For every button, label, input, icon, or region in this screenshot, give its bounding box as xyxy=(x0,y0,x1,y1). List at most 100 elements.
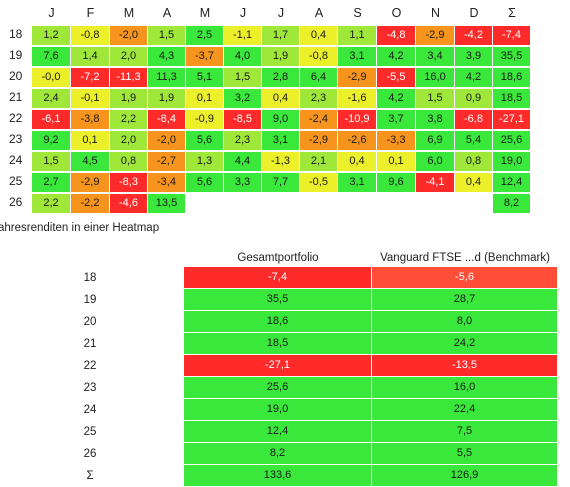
month-return-cell: 7,7 xyxy=(262,173,300,193)
month-return-cell: 4,5 xyxy=(71,152,110,172)
month-return-cell: 1,9 xyxy=(148,89,186,109)
month-return-cell: -2,0 xyxy=(110,26,148,46)
month-return-cell: 6,9 xyxy=(416,131,455,151)
yearly-return-cell: 19,0 xyxy=(184,399,372,421)
month-return-cell: -0,0 xyxy=(32,68,71,88)
month-return-cell: 16,0 xyxy=(416,68,455,88)
month-return-cell: -1,1 xyxy=(224,26,262,46)
month-return-cell: 0,9 xyxy=(455,89,493,109)
month-header-7: A xyxy=(314,6,324,20)
year-total-cell: 18,5 xyxy=(493,89,531,109)
month-return-cell: -3,3 xyxy=(377,131,416,151)
month-header-10: N xyxy=(430,6,441,20)
month-return-cell: -2,0 xyxy=(148,131,186,151)
month-return-cell: 11,3 xyxy=(148,68,186,88)
month-return-cell: -0,8 xyxy=(300,47,338,67)
month-return-cell: -4,6 xyxy=(110,194,148,214)
month-return-cell: -7,2 xyxy=(71,68,110,88)
yearly-return-cell: -7,4 xyxy=(184,267,372,289)
month-return-cell: 2,4 xyxy=(32,89,71,109)
month-return-cell: -4,8 xyxy=(377,26,416,46)
yearly-return-cell: 18,5 xyxy=(184,333,372,355)
year-total-cell: -27,1 xyxy=(493,110,531,130)
month-return-cell: 3,7 xyxy=(377,110,416,130)
month-return-cell: 13,5 xyxy=(148,194,186,214)
month-header-9: O xyxy=(391,6,402,20)
month-return-cell: 0,4 xyxy=(300,26,338,46)
month-return-cell: 7,6 xyxy=(32,47,71,67)
month-return-cell: 2,2 xyxy=(110,110,148,130)
month-return-cell: 2,2 xyxy=(32,194,71,214)
month-return-cell: -4,1 xyxy=(416,173,455,193)
table-row-label: 18 xyxy=(83,272,97,284)
year-label: 23 xyxy=(9,132,23,146)
year-label: 21 xyxy=(9,90,23,104)
month-return-cell: -0,9 xyxy=(186,110,224,130)
month-return-cell: 1,5 xyxy=(416,89,455,109)
month-return-cell: -2,9 xyxy=(71,173,110,193)
month-return-cell: -0,5 xyxy=(300,173,338,193)
month-return-cell: -6,8 xyxy=(455,110,493,130)
month-return-cell: 2,0 xyxy=(110,131,148,151)
month-return-cell: 9,6 xyxy=(377,173,416,193)
year-label: 20 xyxy=(9,69,23,83)
month-return-cell: -3,4 xyxy=(148,173,186,193)
yearly-heatmap-caption: ahresrenditen in einer Heatmap xyxy=(0,222,160,234)
month-return-cell: 0,4 xyxy=(338,152,377,172)
year-total-cell: 18,6 xyxy=(493,68,531,88)
month-return-cell: 5,1 xyxy=(186,68,224,88)
month-return-cell: 9,2 xyxy=(32,131,71,151)
month-return-cell: -8,5 xyxy=(224,110,262,130)
month-return-cell: 3,3 xyxy=(224,173,262,193)
month-return-cell: 0,1 xyxy=(71,131,110,151)
month-return-cell: -2,9 xyxy=(338,68,377,88)
month-return-cell: 0,1 xyxy=(377,152,416,172)
month-return-cell: 2,5 xyxy=(186,26,224,46)
month-header-5: J xyxy=(239,6,247,20)
month-return-cell: 0,4 xyxy=(455,173,493,193)
month-return-cell: 2,8 xyxy=(262,68,300,88)
year-total-cell: 12,4 xyxy=(493,173,531,193)
month-return-cell: 4,2 xyxy=(455,68,493,88)
month-return-cell: -3,8 xyxy=(71,110,110,130)
month-return-cell: 1,9 xyxy=(110,89,148,109)
table-row-label: 26 xyxy=(83,448,97,460)
month-return-cell: 9,0 xyxy=(262,110,300,130)
table-row-label: 23 xyxy=(83,382,97,394)
month-return-cell: -0,1 xyxy=(71,89,110,109)
month-return-cell: 0,1 xyxy=(186,89,224,109)
month-return-cell: 1,4 xyxy=(71,47,110,67)
month-return-cell: -5,5 xyxy=(377,68,416,88)
month-return-cell: 0,4 xyxy=(262,89,300,109)
yearly-return-cell: 7,5 xyxy=(372,421,558,443)
year-total-cell: 8,2 xyxy=(493,194,531,214)
table-row-label: Σ xyxy=(86,470,94,482)
yearly-return-cell: 28,7 xyxy=(372,289,558,311)
yearly-return-cell: 35,5 xyxy=(184,289,372,311)
table-row-label: 24 xyxy=(83,404,97,416)
month-return-cell: -10,9 xyxy=(338,110,377,130)
month-header-8: S xyxy=(353,6,362,20)
month-return-cell: -2,9 xyxy=(416,26,455,46)
table-row-label: 25 xyxy=(83,426,97,438)
yearly-return-cell: 8,2 xyxy=(184,443,372,465)
month-return-cell: 1,1 xyxy=(338,26,377,46)
month-header-2: M xyxy=(123,6,135,20)
month-return-cell: 1,3 xyxy=(186,152,224,172)
month-return-cell: 6,0 xyxy=(416,152,455,172)
month-return-cell: 5,6 xyxy=(186,173,224,193)
month-header-6: J xyxy=(277,6,285,20)
table-column-header: Gesamtportfolio xyxy=(237,252,319,264)
month-return-cell: 4,0 xyxy=(224,47,262,67)
yearly-return-cell: 8,0 xyxy=(372,311,558,333)
yearly-return-cell: 126,9 xyxy=(372,465,558,487)
month-return-cell: -1,3 xyxy=(262,152,300,172)
month-return-cell: 4,2 xyxy=(377,89,416,109)
table-row-label: 19 xyxy=(83,294,97,306)
month-header-11: D xyxy=(469,6,479,20)
month-return-cell: 4,2 xyxy=(377,47,416,67)
month-return-cell: 1,5 xyxy=(148,26,186,46)
month-return-cell: 2,0 xyxy=(110,47,148,67)
yearly-return-cell: 12,4 xyxy=(184,421,372,443)
month-return-cell: -3,7 xyxy=(186,47,224,67)
